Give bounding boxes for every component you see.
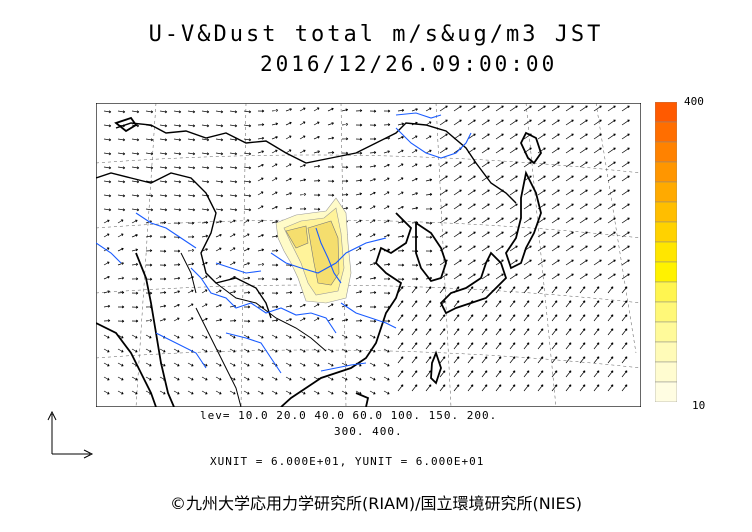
- colorbar-segment: [655, 102, 677, 123]
- contour-levels-line2: 300. 400.: [334, 425, 403, 438]
- colorbar-min-label: 10: [692, 399, 706, 412]
- colorbar-segment: [655, 381, 677, 402]
- colorbar: [655, 102, 677, 402]
- chart-title: U-V&Dust total m/s&ug/m3 JST: [148, 22, 604, 47]
- colorbar-segment: [655, 201, 677, 223]
- colorbar-segment: [655, 241, 677, 263]
- unit-scale: XUNIT = 6.000E+01, YUNIT = 6.000E+01: [210, 455, 485, 468]
- colorbar-segment: [655, 181, 677, 203]
- chart-timestamp: 2016/12/26.09:00:00: [260, 52, 558, 76]
- wind-vectors: [103, 105, 630, 395]
- axis-indicator-icon: [47, 410, 94, 459]
- colorbar-segment: [655, 361, 677, 383]
- credit-text: ©九州大学応用力学研究所(RIAM)/国立環境研究所(NIES): [170, 494, 582, 513]
- colorbar-segment: [655, 341, 677, 363]
- colorbar-segment: [655, 141, 677, 163]
- contour-levels-line1: lev= 10.0 20.0 40.0 60.0 100. 150. 200.: [200, 409, 498, 422]
- colorbar-segment: [655, 221, 677, 243]
- colorbar-max-label: 400: [684, 95, 704, 108]
- graticule-lines: [96, 103, 641, 407]
- dust-plume: [275, 197, 352, 304]
- colorbar-segment: [655, 161, 677, 183]
- rivers: [96, 112, 472, 374]
- colorbar-segment: [655, 281, 677, 303]
- colorbar-segment: [655, 261, 677, 283]
- colorbar-segment: [655, 321, 677, 343]
- colorbar-segment: [655, 121, 677, 143]
- colorbar-segment: [655, 301, 677, 323]
- dust-wind-map: [96, 103, 641, 407]
